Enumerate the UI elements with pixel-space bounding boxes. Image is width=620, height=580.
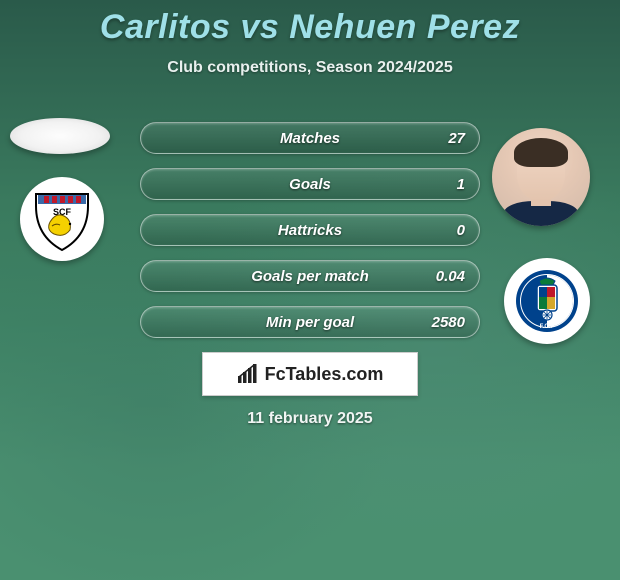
svg-text:F.C.P: F.C.P [540, 324, 555, 330]
stat-label: Matches [141, 123, 479, 153]
scf-shield-icon: SCF [32, 186, 92, 252]
stat-value-right: 1 [457, 169, 465, 199]
player-right-avatar [492, 128, 590, 226]
player-right-club-badge: F.C.P [504, 258, 590, 344]
stat-value-right: 0.04 [436, 261, 465, 291]
date-label: 11 february 2025 [0, 410, 620, 428]
stat-value-right: 27 [448, 123, 465, 153]
stat-row: Hattricks 0 [140, 214, 480, 246]
stat-value-right: 0 [457, 215, 465, 245]
stat-row: Matches 27 [140, 122, 480, 154]
stat-label: Goals [141, 169, 479, 199]
fc-porto-badge-icon: F.C.P [515, 269, 579, 333]
stat-row: Min per goal 2580 [140, 306, 480, 338]
stat-label: Min per goal [141, 307, 479, 337]
stat-row: Goals 1 [140, 168, 480, 200]
subtitle: Club competitions, Season 2024/2025 [0, 59, 620, 77]
stat-label: Goals per match [141, 261, 479, 291]
stat-value-right: 2580 [432, 307, 465, 337]
face-icon [492, 128, 590, 226]
stats-container: Matches 27 Goals 1 Hattricks 0 Goals per… [140, 122, 480, 352]
infographic-content: Carlitos vs Nehuen Perez Club competitio… [0, 0, 620, 580]
page-title: Carlitos vs Nehuen Perez [0, 0, 620, 47]
player-left-avatar-placeholder [10, 118, 110, 154]
bar-chart-icon [237, 364, 259, 384]
player-left-club-badge: SCF [20, 177, 104, 261]
brand-name: FcTables.com [265, 364, 384, 385]
brand-box: FcTables.com [202, 352, 418, 396]
stat-row: Goals per match 0.04 [140, 260, 480, 292]
stat-label: Hattricks [141, 215, 479, 245]
